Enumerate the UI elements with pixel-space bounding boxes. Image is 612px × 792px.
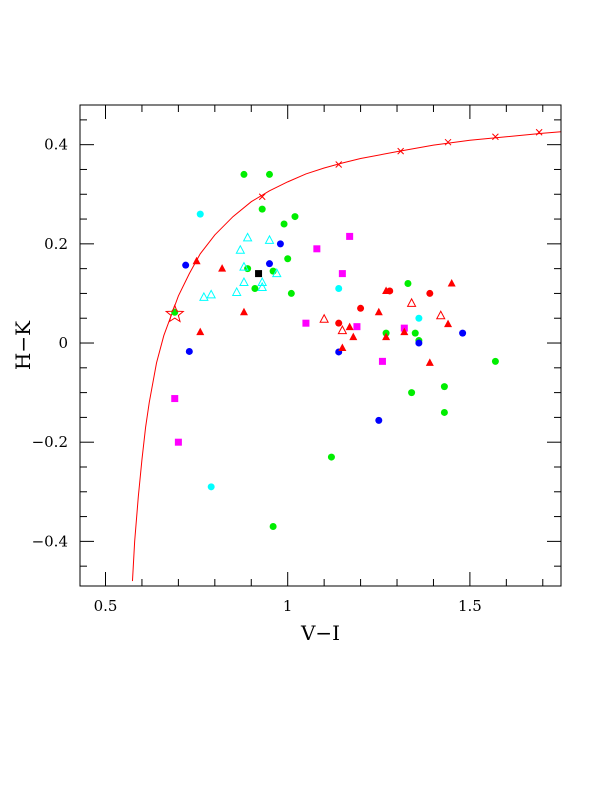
green-filled-circle-point <box>269 522 277 530</box>
cyan-filled-circle-point <box>196 210 204 218</box>
red-filled-triangle-point <box>400 327 409 336</box>
cyan-open-triangle-point <box>206 289 217 299</box>
curve-x-marker <box>444 138 452 146</box>
red-open-triangle-point <box>435 310 446 320</box>
green-filled-circle-point <box>280 220 288 228</box>
magenta-filled-square-point <box>313 245 321 253</box>
cyan-open-triangle-point <box>231 286 242 296</box>
green-filled-circle-point <box>404 280 412 288</box>
cyan-open-triangle-point <box>271 268 282 278</box>
red-filled-circle-point <box>426 289 434 297</box>
blue-filled-circle-point <box>182 261 190 269</box>
y-tick-label: 0 <box>58 334 68 352</box>
cyan-open-triangle-point <box>239 261 249 271</box>
x-tick-label: 1 <box>283 597 293 615</box>
red-filled-triangle-point <box>349 332 358 341</box>
curve-x-marker <box>492 133 499 141</box>
red-filled-triangle-point <box>192 256 201 265</box>
green-filled-circle-point <box>491 357 499 365</box>
red-filled-triangle-point <box>345 322 354 331</box>
x-axis-title: V−I <box>300 621 340 645</box>
blue-filled-circle-point <box>375 416 383 424</box>
magenta-filled-square-point <box>353 323 361 331</box>
green-filled-circle-point <box>291 213 299 221</box>
cyan-filled-circle-point <box>415 314 423 322</box>
y-axis-title: H−K <box>11 320 35 370</box>
red-filled-circle-point <box>357 304 365 312</box>
green-filled-circle-point <box>440 383 448 391</box>
red-open-triangle-point <box>337 325 348 335</box>
cyan-open-triangle-point <box>199 291 209 301</box>
y-tick-label: −0.2 <box>32 433 68 451</box>
y-tick-label: 0.4 <box>44 136 68 154</box>
red-filled-triangle-point <box>425 358 434 366</box>
red-filled-triangle-point <box>239 307 248 316</box>
x-tick-label: 0.5 <box>94 597 118 615</box>
tick-labels: 0.5 1 1.5 0.4 0.2 0 −0.2 −0.4 <box>32 136 482 615</box>
red-filled-triangle-point <box>218 264 227 272</box>
plot-frame <box>79 104 562 587</box>
curve-x-marker <box>335 161 343 168</box>
green-filled-circle-point <box>240 170 248 178</box>
model-curve <box>131 131 562 582</box>
black-filled-square-point <box>255 270 263 278</box>
cyan-filled-circle-point <box>335 284 343 292</box>
green-filled-circle-point <box>284 255 292 263</box>
green-filled-circle-point <box>171 308 179 316</box>
magenta-filled-square-point <box>346 232 354 240</box>
red-open-triangle-point <box>319 313 329 323</box>
cyan-filled-circle-point <box>207 483 215 491</box>
green-filled-circle-point <box>440 408 448 416</box>
cyan-open-triangle-point <box>242 232 253 242</box>
x-tick-label: 1.5 <box>458 597 482 615</box>
cyan-open-triangle-point <box>239 276 249 287</box>
red-filled-triangle-point <box>196 327 205 336</box>
curve-x-marker <box>258 193 266 201</box>
magenta-filled-square-point <box>302 319 310 327</box>
blue-filled-circle-point <box>265 260 273 268</box>
red-filled-triangle-point <box>374 307 383 316</box>
red-filled-triangle-point <box>338 343 347 351</box>
y-tick-label: 0.2 <box>44 235 68 253</box>
green-filled-circle-point <box>327 453 335 461</box>
magenta-filled-square-point <box>171 395 179 403</box>
red-filled-circle-point <box>335 319 343 327</box>
red-filled-triangle-point <box>382 286 391 294</box>
red-filled-triangle-point <box>444 319 453 328</box>
curve-x-marker <box>397 147 405 155</box>
magenta-filled-square-point <box>338 270 346 278</box>
cyan-open-triangle-point <box>257 281 268 291</box>
y-tick-label: −0.4 <box>32 532 68 550</box>
magenta-filled-square-point <box>174 438 182 446</box>
cyan-open-triangle-point <box>235 244 246 254</box>
blue-filled-circle-point <box>459 329 467 337</box>
green-filled-circle-point <box>287 289 295 297</box>
red-filled-triangle-point <box>447 279 456 287</box>
cyan-open-triangle-point <box>264 234 275 244</box>
blue-filled-circle-point <box>276 240 284 248</box>
green-filled-circle-point <box>408 389 416 397</box>
green-filled-circle-point <box>411 329 419 337</box>
axis-ticks <box>80 105 561 586</box>
star-marker <box>164 303 185 323</box>
data-points-layer <box>164 170 499 530</box>
green-filled-circle-point <box>251 284 259 292</box>
model-curve-layer <box>131 128 562 582</box>
green-filled-circle-point <box>258 205 266 213</box>
red-open-triangle-point <box>406 297 417 307</box>
blue-filled-circle-point <box>185 347 193 355</box>
curve-x-marker <box>535 128 543 136</box>
cyan-open-triangle-point <box>257 276 268 287</box>
green-filled-circle-point <box>265 170 273 178</box>
blue-filled-circle-point <box>415 339 423 347</box>
red-filled-triangle-point <box>382 332 391 341</box>
magenta-filled-square-point <box>378 357 386 365</box>
